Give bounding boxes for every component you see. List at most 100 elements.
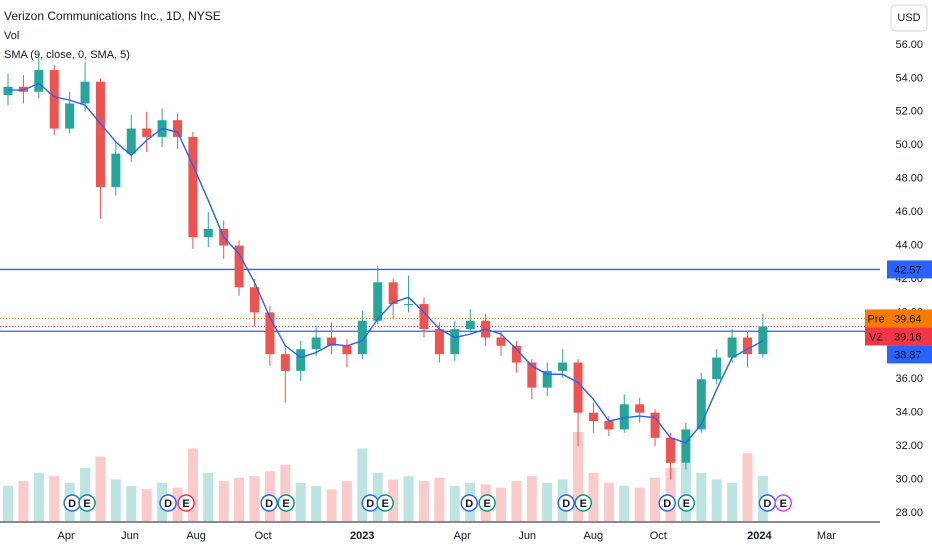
candle-body [342,345,352,355]
x-tick-label: Mar [817,530,836,542]
candle-body [18,86,28,92]
candle-body [49,70,59,129]
event-label: E [683,498,690,510]
candle-body [265,312,275,355]
x-tick-label: Jun [121,530,139,542]
candle-body [465,320,475,330]
event-label: D [562,498,570,510]
volume-bar [326,489,337,522]
candle-body [419,304,429,330]
indicator-label: Vol [4,30,19,42]
candle-body [172,120,182,137]
candle-body [234,245,244,288]
sma-line [8,82,764,444]
y-tick-label: 32.00 [895,440,923,452]
price-tag-value: 42.57 [894,264,922,276]
candle-body [250,287,260,313]
candle-body [280,354,290,371]
candle-body [619,404,629,430]
event-marker [574,494,593,512]
x-tick-label: Oct [650,530,667,542]
candle-body [311,337,321,350]
volume-bar [542,482,553,522]
volume-bar [18,481,29,522]
event-label: D [68,498,76,510]
price-tag-name: Pre [867,313,884,325]
candle-body [542,370,552,388]
price-tag-name-box [865,309,887,328]
volume-bar [496,487,507,522]
y-tick-label: 56.00 [895,39,923,51]
y-tick-label: 52.00 [895,106,923,118]
candle-body [95,81,105,188]
candle-body [296,349,306,371]
y-tick-label: 34.00 [895,407,923,419]
volume-bar [650,477,661,522]
candle-body [758,326,768,355]
candle-body [327,337,337,346]
volume-bar [203,472,214,522]
event-marker [460,494,479,512]
candle-body [80,81,90,104]
y-tick-label: 48.00 [895,173,923,185]
event-label: E [483,498,490,510]
candle-body [203,228,213,238]
price-tag-value: 38.87 [894,349,922,361]
price-tag-name-box [865,327,887,346]
event-label: D [366,498,374,510]
candle-body [142,128,152,137]
event-label: E [381,498,388,510]
indicator-label: SMA (9, close, 0, SMA, 5) [4,49,130,61]
volume-bar [280,464,291,522]
volume-bar [603,482,614,522]
volume-bar [110,479,121,522]
event-marker [557,494,575,512]
event-label: D [763,498,771,510]
volume-bar [49,476,60,522]
volume-bar [511,481,522,522]
candle-body [434,329,444,355]
candle-body [126,128,136,154]
candle-body [388,282,398,305]
event-label: D [164,498,172,510]
candle-body [357,320,367,355]
price-tag-name: VZ [869,331,883,343]
candle-body [743,337,753,355]
candle-body [665,437,675,463]
candle-body [496,337,506,346]
event-label: E [83,498,90,510]
event-label: D [465,498,473,510]
volume-bar [588,472,599,522]
volume-bar [418,481,429,522]
price-tag [887,309,932,328]
event-marker [658,494,676,512]
candle-body [404,304,414,306]
event-label: E [780,498,787,510]
volume-bar [372,472,383,522]
volume-bar [95,456,106,522]
volume-bar [218,481,229,522]
volume-bar [742,453,753,522]
volume-bar [696,472,707,522]
candle-body [635,404,645,413]
price-tag [887,327,932,346]
volume-bar [172,487,183,522]
event-marker [376,494,394,512]
candle-body [34,70,44,92]
x-tick-label: Aug [186,530,206,542]
y-tick-label: 28.00 [895,507,923,519]
price-tag [887,260,932,279]
volume-bar [187,448,198,522]
currency-button[interactable] [890,4,928,32]
candle-body [712,357,722,380]
x-tick-label: Apr [58,530,75,542]
x-tick-label: Jun [518,530,536,542]
volume-bar [573,432,584,522]
event-marker [677,494,696,512]
event-marker [277,494,295,512]
x-tick-label: Oct [255,530,272,542]
volume-bar [634,487,645,522]
